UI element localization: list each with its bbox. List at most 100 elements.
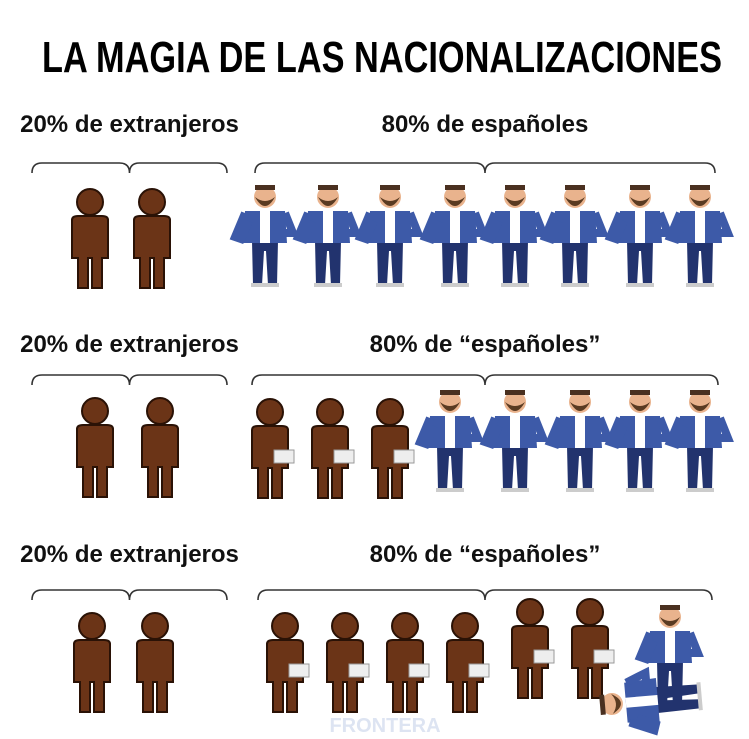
foreign-figure — [371, 398, 415, 499]
beard — [445, 197, 465, 206]
hair — [505, 185, 525, 190]
bracket — [257, 589, 713, 601]
paper — [393, 449, 415, 464]
arms — [664, 416, 734, 449]
body — [311, 425, 349, 499]
hair — [630, 390, 650, 395]
left-label: 20% de extranjeros — [20, 111, 239, 138]
legs — [315, 241, 341, 285]
head — [576, 598, 604, 626]
beard — [505, 197, 525, 206]
foreign-figure — [73, 612, 111, 713]
undershirt — [635, 416, 645, 448]
arms — [229, 211, 299, 244]
head — [81, 397, 109, 425]
shoes — [251, 283, 279, 287]
head — [256, 398, 284, 426]
arms — [292, 211, 362, 244]
foreign-figure — [251, 398, 295, 499]
body — [386, 639, 424, 713]
arms — [479, 416, 549, 449]
head — [76, 188, 104, 216]
beard — [565, 197, 585, 206]
foreign-figure — [71, 188, 109, 289]
body — [511, 625, 549, 699]
paper — [288, 663, 310, 678]
spanish-figure — [419, 185, 489, 287]
hair — [380, 185, 400, 190]
spanish-figure — [479, 390, 549, 492]
head — [138, 188, 166, 216]
head — [141, 612, 169, 640]
head — [78, 612, 106, 640]
shoes — [501, 488, 529, 492]
undershirt — [450, 211, 460, 243]
body — [266, 639, 304, 713]
shoes — [561, 283, 589, 287]
legs — [687, 446, 713, 490]
spanish-figure — [414, 390, 484, 492]
legs — [627, 446, 653, 490]
shoes — [626, 488, 654, 492]
undershirt — [323, 211, 333, 243]
foreign-figure — [266, 612, 310, 713]
hair — [599, 694, 606, 715]
foreign-figure — [76, 397, 114, 498]
hair — [565, 185, 585, 190]
legs — [252, 241, 278, 285]
undershirt — [695, 416, 705, 448]
beard — [318, 197, 338, 206]
body — [71, 215, 109, 289]
legs — [687, 241, 713, 285]
body — [73, 639, 111, 713]
beard — [630, 197, 650, 206]
undershirt — [575, 416, 585, 448]
right-label: 80% de españoles — [382, 111, 589, 138]
arms — [624, 666, 661, 736]
head — [451, 612, 479, 640]
body — [371, 425, 409, 499]
watermark: FRONTERA — [329, 715, 440, 737]
paper — [408, 663, 430, 678]
beard — [690, 402, 710, 411]
paper — [533, 649, 555, 664]
head — [146, 397, 174, 425]
body — [136, 639, 174, 713]
foreign-figure — [133, 188, 171, 289]
paper — [333, 449, 355, 464]
shoes — [314, 283, 342, 287]
body — [141, 424, 179, 498]
head — [516, 598, 544, 626]
hair — [630, 185, 650, 190]
hair — [660, 605, 680, 610]
spanish-figure — [604, 390, 674, 492]
undershirt — [445, 416, 455, 448]
shoes — [436, 488, 464, 492]
spanish-figure — [292, 185, 362, 287]
legs — [567, 446, 593, 490]
head — [391, 612, 419, 640]
head — [376, 398, 404, 426]
shoes — [626, 283, 654, 287]
shoes — [441, 283, 469, 287]
undershirt — [385, 211, 395, 243]
beard — [630, 402, 650, 411]
undershirt — [510, 416, 520, 448]
beard — [255, 197, 275, 206]
spanish-figure — [599, 666, 703, 736]
hair — [255, 185, 275, 190]
undershirt — [665, 631, 675, 663]
right-label: 80% de “españoles” — [370, 541, 601, 568]
legs — [627, 241, 653, 285]
legs — [442, 241, 468, 285]
spanish-figure — [664, 185, 734, 287]
undershirt — [510, 211, 520, 243]
shoes — [686, 488, 714, 492]
spanish-figure — [664, 390, 734, 492]
arms — [354, 211, 424, 244]
hair — [318, 185, 338, 190]
legs — [502, 446, 528, 490]
title: LA MAGIA DE LAS NACIONALIZACIONES — [42, 33, 722, 82]
paper — [273, 449, 295, 464]
body — [133, 215, 171, 289]
